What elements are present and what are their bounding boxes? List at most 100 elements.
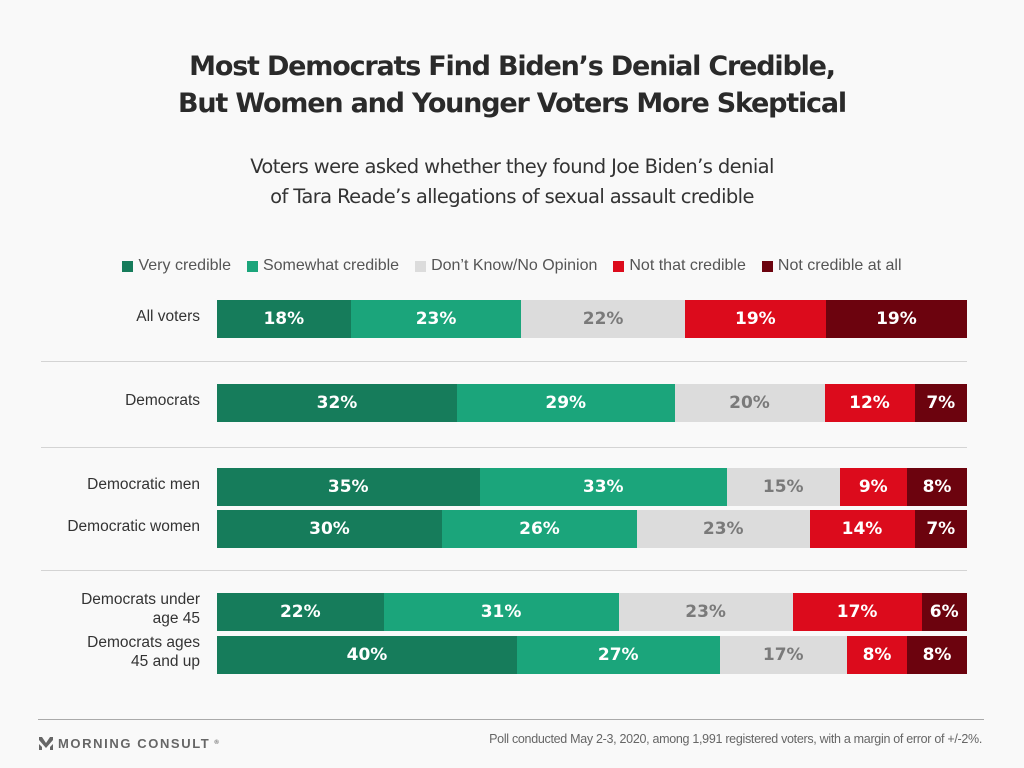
data-label: 18%	[263, 309, 305, 329]
data-label: 19%	[734, 309, 776, 329]
data-label: 22%	[582, 309, 624, 329]
chart-title: Most Democrats Find Biden’s Denial Credi…	[0, 48, 1024, 122]
chart-legend: Very credible Somewhat credible Don’t Know…	[0, 257, 1024, 275]
brand-registered-mark: ®	[214, 740, 219, 746]
data-label: 8%	[922, 477, 952, 497]
bar-segment-not-that-credible: 9%	[839, 468, 907, 506]
bar-segment-very-credible: 18%	[217, 300, 351, 338]
bar-segment-not-that-credible: 12%	[824, 384, 915, 422]
chart-subtitle-line-1: Voters were asked whether they found Joe…	[250, 155, 774, 178]
legend-item-very-credible: Very credible	[122, 257, 231, 275]
data-label: 35%	[327, 477, 369, 497]
data-label: 14%	[841, 519, 883, 539]
bar-segment-don-t-know-no-opinion: 20%	[674, 384, 825, 422]
category-label-democratic-women: Democratic women	[67, 517, 200, 535]
legend-swatch	[122, 260, 134, 272]
legend-label: Don’t Know/No Opinion	[431, 257, 598, 274]
bar-segment-not-that-credible: 17%	[792, 593, 922, 631]
category-label-democrats-ages-45-and-up: Democrats ages 45 and up	[87, 634, 200, 670]
legend-swatch	[761, 260, 773, 272]
bar-all-voters: 18% 23% 22% 19% 19%	[217, 300, 967, 338]
brand-name: MORNING CONSULT	[58, 735, 211, 751]
bar-segment-don-t-know-no-opinion: 22%	[521, 300, 685, 338]
bar-democrats-under-age-45: 22% 31% 23% 17% 6%	[217, 593, 967, 631]
data-label: 17%	[836, 602, 878, 622]
data-label: 33%	[582, 477, 624, 497]
chart-subtitle-line-2: of Tara Reade’s allegations of sexual as…	[270, 185, 754, 208]
bar-segment-somewhat-credible: 26%	[442, 510, 637, 548]
legend-item-not-that-credible: Not that credible	[613, 257, 746, 275]
bar-segment-not-that-credible: 14%	[809, 510, 915, 548]
data-label: 9%	[858, 477, 888, 497]
category-label-all-voters: All voters	[136, 307, 200, 325]
bar-segment-not-credible-at-all: 19%	[825, 300, 967, 338]
category-label-democrats-under-age-45: Democrats under age 45	[81, 591, 200, 627]
chart-subtitle: Voters were asked whether they found Joe…	[0, 152, 1024, 212]
group-divider	[41, 570, 967, 571]
bar-segment-somewhat-credible: 23%	[350, 300, 522, 338]
bar-segment-very-credible: 30%	[217, 510, 442, 548]
chart-title-line-2: But Women and Younger Voters More Skepti…	[178, 88, 847, 119]
brand-logo: MORNING CONSULT ®	[38, 735, 219, 751]
data-label: 23%	[415, 309, 457, 329]
data-label: 31%	[480, 602, 522, 622]
footer-divider	[38, 719, 984, 720]
data-label: 20%	[729, 393, 770, 413]
bar-segment-very-credible: 40%	[217, 636, 517, 674]
legend-label: Not credible at all	[777, 257, 902, 274]
category-label-democratic-men: Democratic men	[87, 475, 200, 493]
bar-segment-very-credible: 35%	[217, 468, 480, 506]
chart-title-line-1: Most Democrats Find Biden’s Denial Credi…	[189, 51, 836, 82]
legend-label: Somewhat credible	[262, 257, 400, 274]
data-label: 40%	[346, 645, 388, 665]
legend-label: Very credible	[138, 257, 231, 274]
data-label: 23%	[702, 519, 744, 539]
bar-segment-somewhat-credible: 33%	[479, 468, 727, 506]
bar-segment-somewhat-credible: 27%	[517, 636, 720, 674]
bar-segment-don-t-know-no-opinion: 17%	[719, 636, 847, 674]
group-divider	[41, 447, 967, 448]
data-label: 7%	[926, 393, 956, 413]
legend-item-somewhat-credible: Somewhat credible	[246, 257, 400, 275]
bar-segment-somewhat-credible: 31%	[383, 593, 619, 631]
legend-swatch	[415, 260, 427, 272]
morning-consult-logo-icon	[39, 737, 53, 750]
bar-segment-don-t-know-no-opinion: 15%	[727, 468, 840, 506]
bar-segment-not-credible-at-all: 7%	[914, 384, 967, 422]
bar-segment-don-t-know-no-opinion: 23%	[618, 593, 793, 631]
legend-item-don-t-know-no-opinion: Don’t Know/No Opinion	[415, 257, 597, 275]
category-label-democrats: Democrats	[125, 391, 200, 409]
data-label: 8%	[862, 645, 892, 665]
bar-segment-very-credible: 32%	[217, 384, 457, 422]
data-label: 22%	[279, 602, 321, 622]
bar-democrats-ages-45-and-up: 40% 27% 17% 8% 8%	[217, 636, 967, 674]
data-label: 6%	[929, 602, 959, 622]
bar-segment-somewhat-credible: 29%	[457, 384, 675, 422]
bar-democrats: 32% 29% 20% 12% 7%	[217, 384, 967, 422]
bar-segment-not-credible-at-all: 7%	[914, 510, 967, 548]
data-label: 12%	[849, 393, 890, 413]
data-label: 17%	[762, 645, 804, 665]
data-label: 19%	[876, 309, 917, 329]
bar-democratic-women: 30% 26% 23% 14% 7%	[217, 510, 967, 548]
data-label: 15%	[762, 477, 804, 497]
data-label: 7%	[926, 519, 956, 539]
legend-label: Not that credible	[629, 257, 746, 274]
data-label: 32%	[316, 393, 358, 413]
data-label: 26%	[519, 519, 560, 539]
footnote: Poll conducted May 2-3, 2020, among 1,99…	[489, 732, 982, 746]
group-divider	[41, 361, 967, 362]
legend-swatch	[246, 260, 258, 272]
data-label: 23%	[685, 602, 726, 622]
bar-democratic-men: 35% 33% 15% 9% 8%	[217, 468, 967, 506]
bar-segment-don-t-know-no-opinion: 23%	[637, 510, 810, 548]
legend-swatch	[613, 260, 625, 272]
bar-segment-not-credible-at-all: 8%	[907, 636, 967, 674]
bar-segment-not-that-credible: 8%	[847, 636, 907, 674]
bar-segment-very-credible: 22%	[217, 593, 384, 631]
data-label: 8%	[922, 645, 952, 665]
data-label: 29%	[545, 393, 587, 413]
bar-segment-not-credible-at-all: 6%	[921, 593, 967, 631]
legend-item-not-credible-at-all: Not credible at all	[761, 257, 902, 275]
data-label: 27%	[597, 645, 639, 665]
